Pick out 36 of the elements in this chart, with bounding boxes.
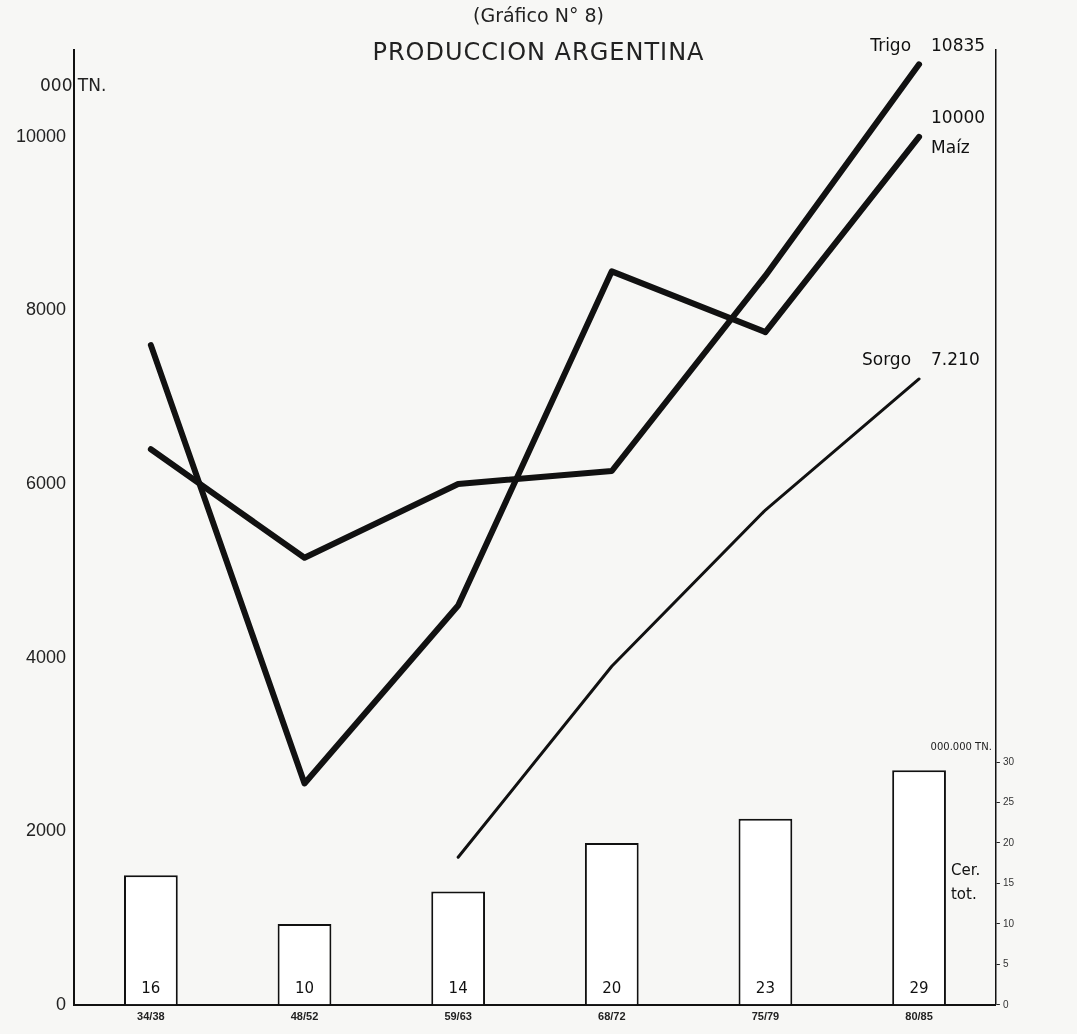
y2-tick-label: 10: [1002, 917, 1015, 929]
x-tick-label: 48/52: [290, 1010, 319, 1023]
y-tick-label: 2000: [26, 820, 67, 841]
x-tick-label: 75/79: [751, 1010, 780, 1023]
series-label: Sorgo: [861, 349, 912, 370]
y-axis-title: 000 TN.: [40, 74, 107, 95]
y-tick-label: 6000: [26, 472, 67, 493]
chart-subtitle: (Gráfico N° 8): [472, 4, 605, 26]
x-tick-label: 34/38: [137, 1010, 165, 1023]
y2-tick-label: 25: [1002, 796, 1015, 808]
series-label: Cer. tot.: [950, 861, 981, 904]
y-tick-label: 8000: [26, 299, 67, 320]
y-tick-label: 10000: [15, 125, 67, 146]
y2-tick-label: 0: [1002, 998, 1009, 1010]
data-label: 29: [909, 978, 929, 997]
series-label: Trigo: [869, 34, 912, 55]
y2-tick-label: 20: [1002, 836, 1015, 848]
data-label: 10: [294, 978, 315, 997]
x-tick-label: 80/85: [905, 1010, 933, 1023]
y2-tick-label: 15: [1002, 877, 1015, 889]
data-label: 23: [755, 978, 775, 997]
series-label: Maíz: [931, 137, 970, 158]
y2-axis-title: 000.000 TN.: [930, 740, 992, 752]
data-label: 7.210: [931, 349, 980, 370]
data-label: 20: [602, 978, 622, 997]
data-label: 10835: [931, 34, 986, 55]
y2-tick-label: 5: [1002, 958, 1009, 970]
data-label: 14: [448, 978, 468, 997]
data-label: 16: [141, 978, 161, 997]
data-label: 10000: [931, 107, 986, 128]
x-tick-label: 59/63: [444, 1010, 472, 1023]
y-tick-label: 0: [56, 993, 67, 1014]
x-tick-label: 68/72: [598, 1010, 626, 1023]
chart-title: PRODUCCION ARGENTINA: [372, 38, 705, 66]
y2-tick-label: 30: [1002, 755, 1015, 767]
y-tick-label: 4000: [26, 646, 67, 667]
